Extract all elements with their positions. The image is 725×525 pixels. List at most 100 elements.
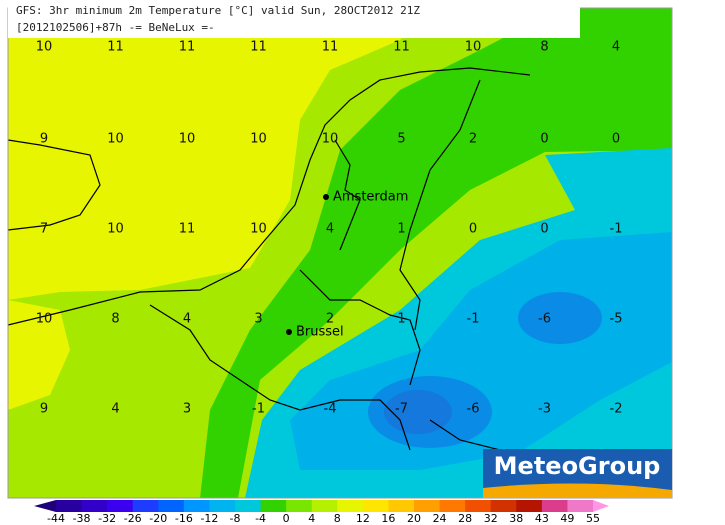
- grid-value: 2: [326, 312, 334, 327]
- colorbar-label: 0: [283, 512, 290, 525]
- grid-value: 10: [36, 312, 53, 327]
- colorbar-label: 24: [433, 512, 447, 525]
- grid-value: 0: [612, 132, 620, 147]
- grid-value: 3: [254, 312, 262, 327]
- field-yellow: [8, 300, 70, 410]
- grid-value: 8: [540, 40, 548, 55]
- grid-value: 3: [183, 402, 191, 417]
- field-green: [200, 8, 672, 498]
- colorbar-segment: [567, 500, 594, 512]
- grid-value: 11: [107, 40, 124, 55]
- grid-value: 10: [36, 40, 53, 55]
- grid-value: 1: [397, 312, 405, 327]
- colorbar-label: -26: [124, 512, 142, 525]
- border: [399, 79, 481, 331]
- colorbar-segment: [311, 500, 338, 512]
- grid-value: -1: [467, 312, 480, 327]
- grid-value: 8: [111, 312, 119, 327]
- colorbar-label: 20: [407, 512, 421, 525]
- colorbar-label: -32: [98, 512, 116, 525]
- colorbar-segment: [362, 500, 389, 512]
- grid-value: 5: [397, 132, 405, 147]
- colorbar: -44 -38 -32 -26 -20 -16 -12 -8 -4 0 4 8 12 16 20 24 28 32…: [34, 500, 609, 525]
- colorbar-segment: [439, 500, 466, 512]
- coastline: [334, 139, 361, 251]
- colorbar-label: 12: [356, 512, 370, 525]
- colorbar-label: 16: [381, 512, 395, 525]
- grid-value: 10: [179, 132, 196, 147]
- colorbar-label: 49: [560, 512, 574, 525]
- colorbar-label: 43: [535, 512, 549, 525]
- grid-value: 4: [612, 40, 620, 55]
- colorbar-end: [593, 500, 609, 512]
- field-blue: [518, 292, 602, 344]
- city-dot: [323, 194, 329, 200]
- title: GFS: 3hr minimum 2m Temperature [°C] val…: [16, 4, 420, 17]
- subtitle: [2012102506]+87h -= BeNeLux =-: [16, 21, 215, 34]
- colorbar-segment: [56, 500, 83, 512]
- colorbar-label: -12: [200, 512, 218, 525]
- colorbar-segment: [260, 500, 287, 512]
- colorbar-label: 8: [334, 512, 341, 525]
- grid-value: -5: [610, 312, 623, 327]
- colorbar-label: 55: [586, 512, 600, 525]
- colorbar-segment: [490, 500, 517, 512]
- grid-value: 10: [250, 132, 267, 147]
- colorbar-label: 28: [458, 512, 472, 525]
- grid-value: 4: [111, 402, 119, 417]
- grid-value: 10: [107, 222, 124, 237]
- coastline: [7, 67, 531, 326]
- colorbar-segment: [132, 500, 159, 512]
- colorbar-segment: [541, 500, 568, 512]
- colorbar-segment: [81, 500, 108, 512]
- colorbar-segment: [516, 500, 543, 512]
- colorbar-label: -16: [175, 512, 193, 525]
- grid-value: 9: [40, 402, 48, 417]
- colorbar-label: -38: [73, 512, 91, 525]
- colorbar-label: 4: [308, 512, 315, 525]
- grid-labels: 10 11 11 11 11 11 10 8 49 10 10 10 10 5 2 0 07 10 11 10 4 1 0 0…: [36, 40, 623, 417]
- colorbar-segment: [337, 500, 364, 512]
- border: [149, 304, 411, 451]
- colorbar-segment: [414, 500, 441, 512]
- colorbar-segment: [158, 500, 185, 512]
- map: Amsterdam Brussel 10 11 11 11 11 11 10 8 49 10 10 1…: [7, 7, 673, 499]
- colorbar-segment: [465, 500, 492, 512]
- city-dot: [286, 329, 292, 335]
- grid-value: -1: [252, 402, 265, 417]
- colorbar-segment: [235, 500, 262, 512]
- logo-swoosh: [483, 483, 672, 498]
- grid-value: 9: [40, 132, 48, 147]
- grid-value: 2: [469, 132, 477, 147]
- logo-text: MeteoGroup: [494, 452, 661, 480]
- grid-value: 4: [326, 222, 334, 237]
- colorbar-label: -4: [255, 512, 266, 525]
- city-label: Amsterdam: [333, 190, 408, 205]
- colorbar-segment: [388, 500, 415, 512]
- colorbar-segment: [209, 500, 236, 512]
- grid-value: -6: [467, 402, 480, 417]
- grid-value: 10: [322, 132, 339, 147]
- grid-value: 1: [397, 222, 405, 237]
- grid-value: -1: [610, 222, 623, 237]
- grid-value: 11: [322, 40, 339, 55]
- colorbar-segment: [107, 500, 134, 512]
- colorbar-end: [34, 500, 56, 512]
- coastline: [7, 139, 101, 231]
- grid-value: 11: [179, 40, 196, 55]
- city-label: Brussel: [296, 325, 344, 340]
- border: [299, 269, 421, 386]
- grid-value: 0: [540, 222, 548, 237]
- colorbar-label: 32: [484, 512, 498, 525]
- grid-value: 7: [40, 222, 48, 237]
- grid-value: -6: [538, 312, 551, 327]
- grid-value: 11: [250, 40, 267, 55]
- grid-value: 10: [107, 132, 124, 147]
- grid-value: 4: [183, 312, 191, 327]
- colorbar-label: -44: [47, 512, 65, 525]
- grid-value: 0: [469, 222, 477, 237]
- grid-value: -4: [324, 402, 337, 417]
- colorbar-segment: [183, 500, 210, 512]
- grid-value: -7: [395, 402, 408, 417]
